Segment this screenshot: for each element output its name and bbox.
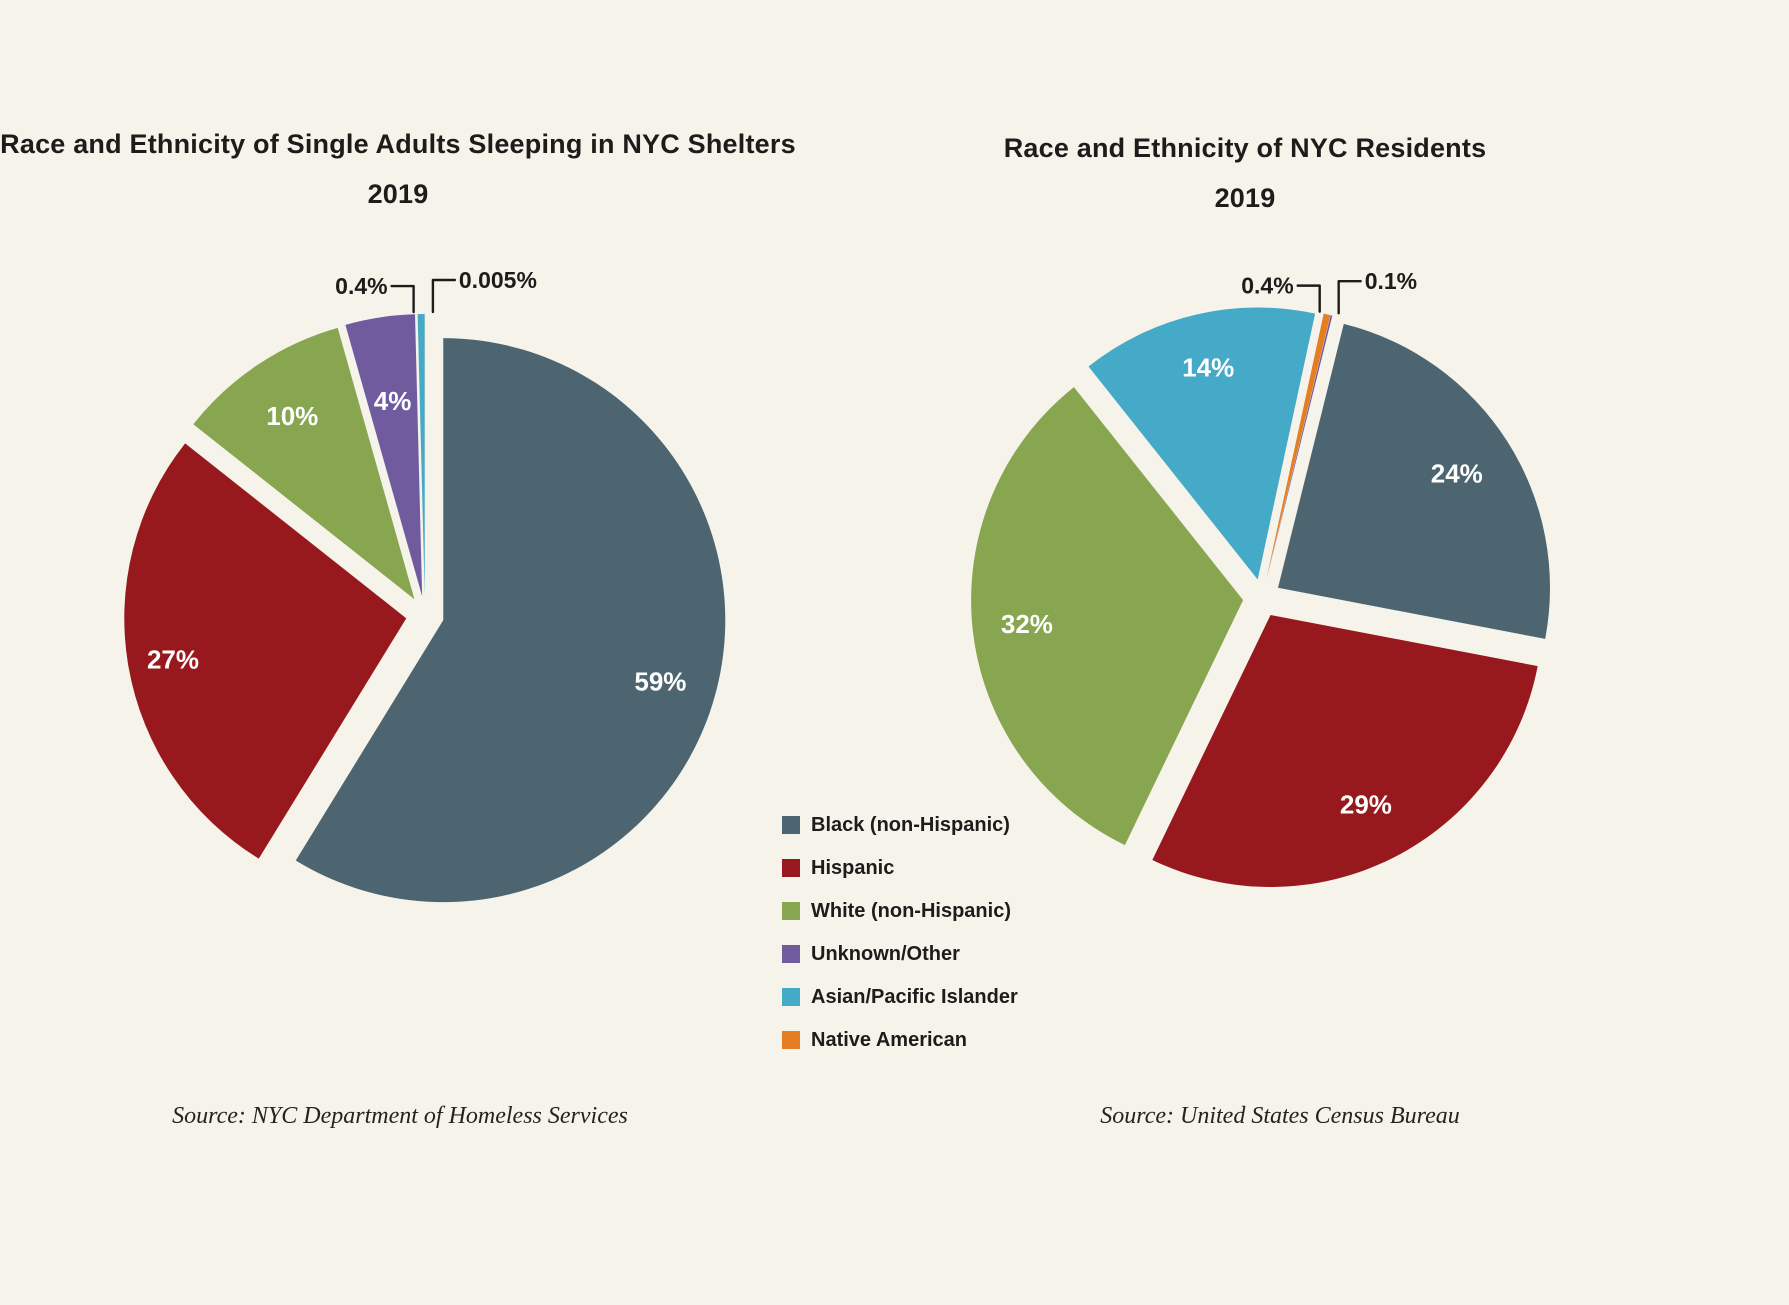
legend-label: Asian/Pacific Islander — [811, 985, 1018, 1008]
legend-label: Black (non-Hispanic) — [811, 813, 1010, 836]
legend-swatch-asian — [782, 988, 800, 1006]
slice-value-label-asian-pacific-islander: 0.4% — [335, 273, 387, 299]
left-chart-title-text: Race and Ethnicity of Single Adults Slee… — [0, 129, 796, 159]
legend-swatch-white — [782, 902, 800, 920]
pie-slice-white-non-hispanic — [193, 327, 415, 600]
slice-value-label-black-non-hispanic: 24% — [1431, 459, 1483, 489]
legend-label: Hispanic — [811, 856, 895, 879]
slice-value-label-hispanic: 27% — [147, 645, 199, 675]
leader-line-native-american — [1296, 284, 1321, 313]
pie-right: 24% 29% 32% 14% 0.4% 0.1% — [971, 268, 1551, 887]
legend-item-asian: Asian/Pacific Islander — [782, 986, 1018, 1008]
legend-item-native: Native American — [782, 1029, 1018, 1051]
slice-value-label-unknown-other: 0.1% — [1365, 268, 1417, 294]
pie-slice-unknown-other — [345, 314, 423, 597]
legend-swatch-native — [782, 1031, 800, 1049]
right-source: Source: United States Census Bureau — [1100, 1103, 1460, 1129]
legend-label: Unknown/Other — [811, 942, 960, 965]
slice-value-label-asian-pacific-islander: 14% — [1182, 353, 1234, 383]
pie-slice-asian-pacific-islander — [1088, 307, 1316, 580]
left-chart-title: Race and Ethnicity of Single Adults Slee… — [0, 128, 808, 212]
leader-line-native-american — [431, 278, 457, 314]
legend-item-unknown: Unknown/Other — [782, 943, 1018, 965]
legend-swatch-black — [782, 816, 800, 834]
leader-line-asian-pacific-islander — [390, 284, 415, 314]
pie-slice-asian-pacific-islander — [417, 314, 425, 596]
leader-line-unknown-other — [1337, 280, 1362, 315]
legend-item-white: White (non-Hispanic) — [782, 900, 1018, 922]
right-chart-title-text: Race and Ethnicity of NYC Residents — [1003, 133, 1487, 163]
left-source: Source: NYC Department of Homeless Servi… — [172, 1103, 628, 1129]
pie-slice-black-non-hispanic — [1278, 323, 1551, 639]
legend: Black (non-Hispanic) Hispanic White (non… — [782, 814, 1018, 1072]
pie-slice-hispanic — [124, 443, 407, 859]
slice-value-label-native-american: 0.005% — [459, 267, 537, 293]
right-chart-year: 2019 — [1214, 182, 1276, 213]
legend-label: White (non-Hispanic) — [811, 899, 1011, 922]
legend-swatch-hispanic — [782, 859, 800, 877]
slice-value-label-unknown-other: 4% — [374, 386, 412, 416]
pie-slice-native-american — [1266, 313, 1331, 580]
slice-value-label-white-non-hispanic: 10% — [266, 401, 318, 431]
left-chart-year: 2019 — [367, 178, 429, 209]
legend-swatch-unknown — [782, 945, 800, 963]
legend-item-hispanic: Hispanic — [782, 857, 1018, 879]
pie-slice-unknown-other — [1266, 315, 1333, 580]
pie-slice-white-non-hispanic — [971, 387, 1244, 846]
legend-label: Native American — [811, 1028, 967, 1051]
pie-left: 59% 27% 10% 4% 0.4% 0.005% — [124, 267, 726, 903]
slice-value-label-white-non-hispanic: 32% — [1001, 609, 1053, 639]
slice-value-label-black-non-hispanic: 59% — [634, 667, 686, 697]
pie-slice-black-non-hispanic — [295, 338, 726, 903]
slice-value-label-hispanic: 29% — [1340, 790, 1392, 820]
legend-item-black: Black (non-Hispanic) — [782, 814, 1018, 836]
slice-value-label-native-american: 0.4% — [1241, 273, 1293, 299]
right-chart-title: Race and Ethnicity of NYC Residents 2019 — [905, 132, 1585, 216]
pie-slice-hispanic — [1152, 614, 1538, 887]
